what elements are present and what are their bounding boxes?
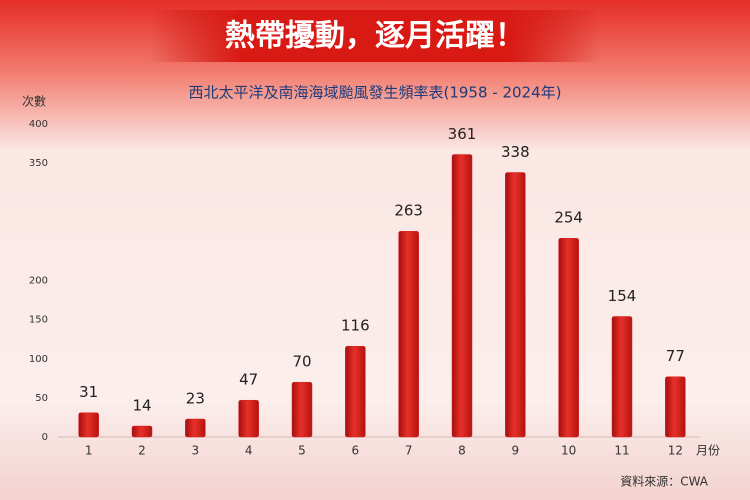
chart-title: 西北太平洋及南海海域颱風發生頻率表(1958 - 2024年) [188,84,561,102]
value-label: 77 [666,347,685,365]
source: 資料來源：CWA [620,475,709,489]
value-label: 254 [554,209,583,227]
value-label: 116 [341,317,370,335]
value-label: 23 [186,390,205,408]
x-axis-label: 月份 [696,444,720,458]
value-label: 154 [608,287,637,305]
bar [185,418,206,438]
bar [238,399,259,438]
banner-bg [150,10,600,62]
value-label: 70 [292,353,311,371]
bar [398,230,419,438]
x-tick-label: 12 [668,444,683,458]
bar [505,172,526,438]
x-tick-label: 7 [405,444,413,458]
bar [131,425,153,438]
x-tick-label: 2 [138,444,146,458]
x-tick-label: 3 [192,444,200,458]
y-tick-label: 100 [29,354,48,365]
value-label: 263 [394,202,423,220]
x-tick-label: 5 [298,444,306,458]
bar [451,154,473,438]
bar [558,237,579,438]
value-label: 47 [239,371,258,389]
bar [345,345,366,438]
value-label: 14 [132,397,151,415]
y-tick-label: 0 [42,432,48,443]
x-tick-label: 6 [352,444,360,458]
x-tick-label: 11 [614,444,629,458]
value-label: 338 [501,143,530,161]
value-label: 31 [79,383,98,401]
bar [78,412,99,438]
bar [611,316,633,438]
x-tick-label: 8 [458,444,466,458]
x-tick-label: 4 [245,444,253,458]
value-label: 361 [448,125,477,143]
banner-title: 熱帶擾動，逐月活躍！ [225,19,525,54]
x-tick-label: 10 [561,444,576,458]
y-tick-label: 150 [29,315,48,326]
y-axis-label: 次數 [22,95,46,109]
y-tick-label: 200 [29,276,48,287]
x-tick-label: 1 [85,444,93,458]
bar [291,381,313,438]
bar [665,376,686,438]
y-tick-label: 350 [29,158,48,169]
y-tick-label: 50 [35,393,48,404]
y-tick-label: 400 [29,119,48,130]
x-tick-label: 9 [512,444,520,458]
